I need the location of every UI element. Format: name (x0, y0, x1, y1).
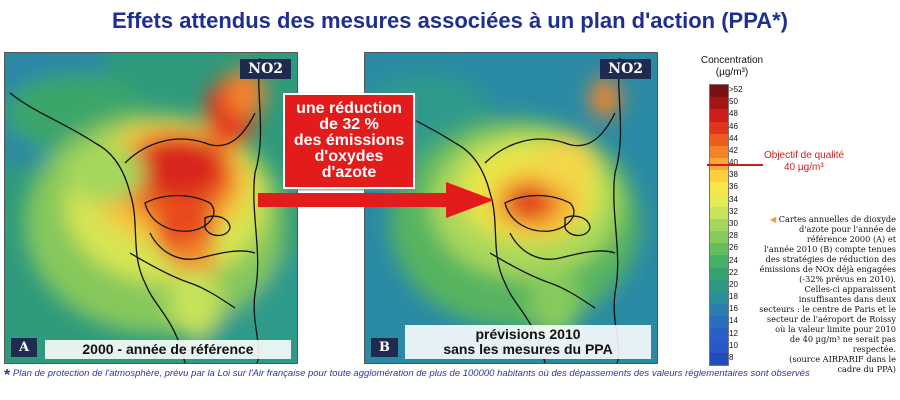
scale-tick-label: 34 (729, 194, 738, 204)
side-note-line: l'année 2010 (B) compte tenues (763, 244, 896, 254)
scale-tick-label: 30 (729, 219, 738, 228)
scale-band (710, 267, 728, 281)
scale-tick-label: 26 (729, 243, 738, 253)
scale-band (710, 304, 728, 317)
scale-band (710, 109, 728, 123)
scale-tick-label: 12 (729, 328, 738, 338)
scale-tick-label: 42 (729, 145, 738, 155)
scale-tick-label: 36 (729, 182, 738, 192)
triangle-left-icon: ◀ (769, 214, 779, 224)
side-note-line: des stratégies de réduction des (765, 254, 896, 264)
objective-line (707, 164, 763, 166)
side-note-line: référence 2000 (A) et (806, 234, 896, 244)
scale-band (710, 352, 728, 366)
scale-tick-label: 14 (729, 316, 738, 326)
footnote-star: * (4, 367, 11, 384)
legend-unit: (µg/m³) (715, 67, 749, 78)
scale-band (710, 279, 728, 293)
scale-band (710, 316, 728, 329)
scale-tick-label: 8 (729, 352, 734, 362)
objective-label: Objectif de qualité (764, 150, 845, 161)
side-note-line: ◀ Cartes annuelles de dioxyde (769, 214, 896, 224)
scale-tick-label: 22 (729, 267, 738, 277)
legend-title: Concentration (µg/m³) (697, 55, 767, 79)
scale-band (710, 340, 728, 354)
red-arrow-icon (258, 182, 494, 218)
no2-label: NO2 (240, 59, 291, 79)
color-scale (709, 84, 729, 366)
scale-tick-label: 48 (729, 109, 738, 119)
scale-band (710, 231, 728, 244)
side-note-line: émissions de NOx déjà engagées (759, 264, 896, 274)
scale-band (710, 133, 728, 147)
scale-band (710, 170, 728, 183)
caption-line: sans les mesures du PPA (443, 341, 613, 357)
scale-tick-label: 46 (729, 121, 738, 131)
callout-line: de 32 % (319, 116, 379, 133)
panel-letter: A (11, 338, 38, 357)
map-a-heatmap (5, 53, 297, 363)
scale-band (710, 291, 728, 305)
callout-line: d'azote (321, 164, 377, 181)
scale-band (710, 182, 728, 196)
map-a: NO2 A 2000 - année de référence (4, 52, 298, 364)
scale-tick-label: 40 (729, 158, 738, 168)
scale-band (710, 243, 728, 256)
page-title: Effets attendus des mesures associées à … (111, 8, 789, 33)
scale-tick-label: 10 (729, 340, 738, 350)
scale-tick-label: 20 (729, 279, 738, 289)
side-note-line: Celles-ci apparaissent (804, 284, 896, 294)
side-note-line: (-32% prévus en 2010). (799, 274, 896, 284)
caption-line: prévisions 2010 (475, 326, 581, 342)
scale-tick-label: 44 (729, 133, 738, 143)
scale-band (710, 97, 728, 110)
map-caption: 2000 - année de référence (45, 340, 291, 359)
map-caption: prévisions 2010 sans les mesures du PPA (405, 325, 651, 359)
scale-band (710, 218, 728, 232)
callout-line: d'oxydes (314, 148, 384, 165)
side-note: ◀ Cartes annuelles de dioxyde d'azote pou… (744, 214, 896, 374)
scale-tick-label: >52 (729, 85, 743, 95)
callout-line: une réduction (296, 100, 402, 117)
footnote: * Plan de protection de l'atmosphère, pr… (4, 367, 884, 384)
side-note-line: où la valeur limite pour 2010 (775, 324, 896, 334)
side-note-line: secteur de l'aéroport de Roissy (766, 314, 896, 324)
scale-tick-label: 16 (729, 304, 738, 314)
scale-band (710, 145, 728, 159)
scale-tick-label: 32 (729, 206, 738, 216)
objective-value: 40 µg/m³ (784, 162, 824, 173)
side-note-line: cadre du PPA) (837, 364, 896, 374)
side-note-line: (source AIRPARIF dans le (789, 354, 896, 364)
scale-tick-label: 28 (729, 231, 738, 241)
scale-band (710, 194, 728, 208)
footnote-text: Plan de protection de l'atmosphère, prév… (12, 368, 810, 379)
scale-band (710, 206, 728, 220)
side-note-line: insuffisantes dans deux (798, 294, 896, 304)
side-note-line: d'azote pour l'année de (799, 224, 896, 234)
side-note-line: respectée. (852, 344, 896, 354)
scale-band (710, 255, 728, 269)
panel-letter: B (371, 338, 398, 357)
scale-tick-label: 38 (729, 170, 738, 180)
reduction-callout: une réduction de 32 % des émissions d'ox… (283, 93, 415, 189)
side-note-line: secteurs : le centre de Paris et le (759, 304, 896, 314)
legend-title-line: Concentration (700, 55, 764, 66)
scale-band (710, 121, 728, 135)
no2-label: NO2 (600, 59, 651, 79)
scale-tick-label: 24 (729, 255, 738, 265)
scale-tick-label: 50 (729, 97, 738, 107)
scale-band (710, 85, 728, 98)
scale-tick-label: 18 (729, 292, 738, 302)
side-note-line: de 40 µg/m³ ne serait pas (789, 334, 896, 344)
scale-band (710, 328, 728, 342)
callout-line: des émissions (293, 132, 405, 149)
